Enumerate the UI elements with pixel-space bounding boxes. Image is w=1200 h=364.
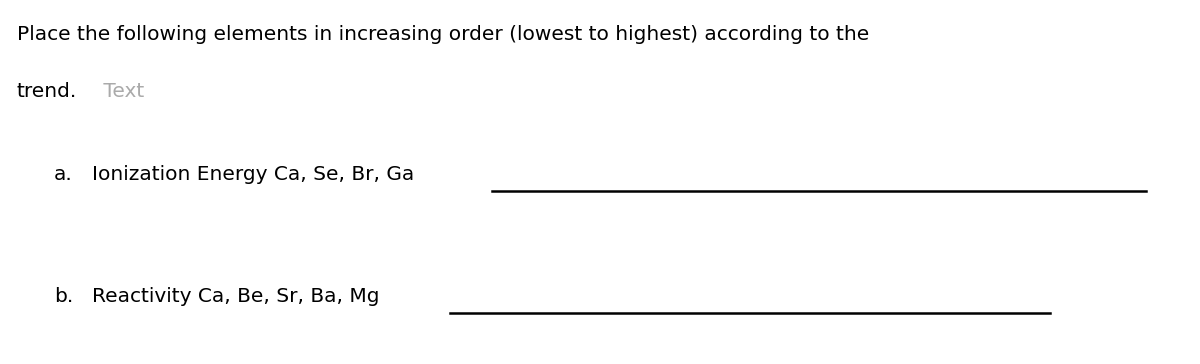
- Text: Reactivity Ca, Be, Sr, Ba, Mg: Reactivity Ca, Be, Sr, Ba, Mg: [92, 287, 380, 306]
- Text: a.: a.: [54, 165, 73, 184]
- Text: Ionization Energy Ca, Se, Br, Ga: Ionization Energy Ca, Se, Br, Ga: [92, 165, 415, 184]
- Text: trend.: trend.: [17, 82, 77, 101]
- Text: Place the following elements in increasing order (lowest to highest) according t: Place the following elements in increasi…: [17, 25, 869, 44]
- Text: b.: b.: [54, 287, 73, 306]
- Text: Text: Text: [97, 82, 144, 101]
